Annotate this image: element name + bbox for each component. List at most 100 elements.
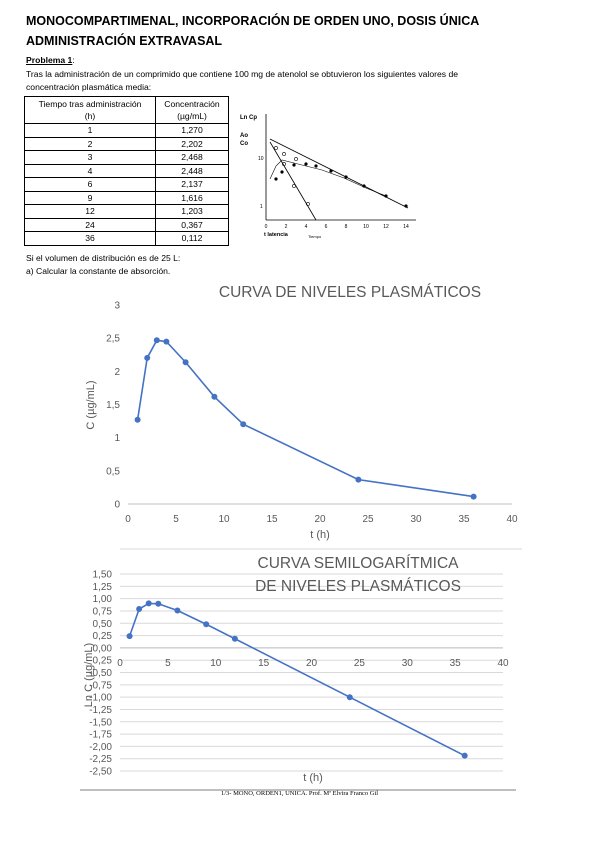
y-tick-label: -1,75: [89, 730, 112, 741]
intro: concentración plasmática media:: [26, 82, 152, 92]
y-tick-label: 1: [114, 433, 120, 444]
data-point: [174, 607, 181, 614]
fig-label: t latencia: [264, 232, 289, 238]
table-row: 24 0,367: [24, 217, 229, 232]
y-tick-label: 1,25: [93, 582, 113, 593]
x-tick-label: 30: [402, 658, 414, 669]
table-cell: 0,112: [155, 231, 229, 246]
data-point: [155, 600, 162, 607]
table-row: 6 2,137: [24, 177, 229, 192]
x-tick-label: 25: [354, 658, 366, 669]
fig-tick: 8: [345, 224, 348, 230]
data-point: [182, 359, 189, 366]
question: Si el volumen de distribución es de 25 L…: [26, 253, 181, 263]
x-tick-label: 40: [506, 514, 518, 525]
y-tick-label: -1,25: [89, 705, 112, 716]
fig-tick: 6: [325, 224, 328, 230]
y-tick-label: 0,5: [106, 466, 120, 477]
table-row: 2 2,202: [24, 136, 229, 151]
header-line: Tiempo tras administración: [38, 99, 142, 109]
x-tick-label: 20: [314, 514, 326, 525]
x-axis-label: t (h): [310, 529, 330, 541]
intro: Tras la administración de un comprimido …: [26, 69, 459, 79]
data-point: [211, 393, 218, 400]
x-tick-label: 15: [266, 514, 278, 525]
y-tick-label: 2: [114, 367, 120, 378]
table-body: 1 1,270 2 2,202 3 2,468 4 2,448 6 2,137 9 1,616 12 1,…: [24, 123, 229, 246]
x-tick-label: 5: [165, 658, 171, 669]
chart-title: DE NIVELES PLASMÁTICOS: [255, 578, 461, 595]
y-axis-label: Ln C (µg/mL): [83, 643, 95, 707]
y-tick-label: -2,00: [89, 742, 112, 753]
fig-label: 1: [260, 204, 263, 210]
data-point: [145, 600, 152, 607]
y-tick-label: 1,00: [93, 594, 113, 605]
fig-tick: 2: [285, 224, 288, 230]
fig-label: Tiempo: [308, 234, 322, 239]
x-tick-label: 15: [258, 658, 270, 669]
fig-label: Ln Cp: [240, 115, 257, 121]
fig-tick: 0: [265, 224, 268, 230]
colon: :: [72, 55, 75, 65]
fig-tick: 12: [383, 224, 389, 230]
header-cell: Concentración (µg/mL): [155, 96, 229, 124]
x-tick-label: 20: [306, 658, 318, 669]
data-table: Tiempo tras administración (h) Concentrac…: [24, 96, 229, 246]
table-row: 36 0,112: [24, 231, 229, 246]
y-tick-label: -0,75: [89, 680, 112, 691]
x-tick-label: 25: [362, 514, 374, 525]
fig-tick: 14: [403, 224, 409, 230]
y-axis-label: C (µg/mL): [85, 380, 97, 429]
data-point: [231, 635, 238, 642]
footer: 1/3- MONO, ORDEN1, UNICA. Prof. Mª Elvir…: [220, 790, 379, 797]
header-line: Concentración: [164, 99, 220, 109]
y-tick-label: 0: [114, 500, 120, 511]
x-tick-label: 5: [173, 514, 179, 525]
chart-title: CURVA DE NIVELES PLASMÁTICOS: [219, 284, 481, 301]
data-point: [346, 694, 353, 701]
table-row: 12 1,203: [24, 204, 229, 219]
x-tick-label: 35: [458, 514, 470, 525]
x-tick-label: 35: [450, 658, 462, 669]
y-tick-label: 3: [114, 301, 120, 312]
header-line: (µg/mL): [177, 111, 207, 121]
y-tick-label: 1,50: [93, 570, 113, 581]
x-tick-label: 30: [410, 514, 422, 525]
data-point: [153, 337, 160, 344]
data-point: [163, 338, 170, 345]
header-line: (h): [84, 111, 96, 121]
fig-tick: 10: [363, 224, 369, 230]
fig-label: Co: [240, 141, 248, 147]
fig-tick: 4: [305, 224, 308, 230]
x-tick-label: 10: [210, 658, 222, 669]
y-tick-label: 0,00: [93, 643, 113, 654]
data-point: [240, 421, 247, 428]
y-tick-label: -2,25: [89, 754, 112, 765]
y-tick-label: -1,00: [89, 693, 112, 704]
chart: -2,50 -2,25-2,00-1,75 -1,50-1,25-1,00 -0,75…: [83, 555, 509, 784]
y-tick-label: 0,25: [93, 631, 113, 642]
y-tick-label: -2,50: [89, 767, 112, 778]
y-tick-label: -0,25: [89, 656, 112, 667]
data-point: [144, 354, 151, 361]
data-point: [126, 633, 133, 640]
problem-label: Problema 1: [26, 55, 73, 65]
x-tick-label: 10: [218, 514, 230, 525]
x-axis-label: t (h): [303, 772, 323, 784]
table-cell: 36: [24, 231, 156, 246]
y-tick-label: 1,5: [106, 400, 120, 411]
y-tick-label: 0,50: [93, 619, 113, 630]
series-line: [128, 602, 466, 757]
x-tick-label: 0: [125, 514, 131, 525]
data-point: [355, 476, 362, 483]
question: a) Calcular la constante de absorción.: [26, 266, 171, 276]
data-point: [461, 752, 468, 759]
schematic-figure: Ln Cp Ao Co 10 1 t latencia Tiempo 0 2 4 6 8…: [240, 114, 416, 239]
y-tick-label: 2,5: [106, 334, 120, 345]
x-tick-label: 40: [497, 658, 509, 669]
fig-label: Ao: [240, 133, 248, 139]
y-tick-label: -0,50: [89, 668, 112, 679]
title-line: MONOCOMPARTIMENAL, INCORPORACIÓN DE ORDE…: [26, 14, 480, 28]
